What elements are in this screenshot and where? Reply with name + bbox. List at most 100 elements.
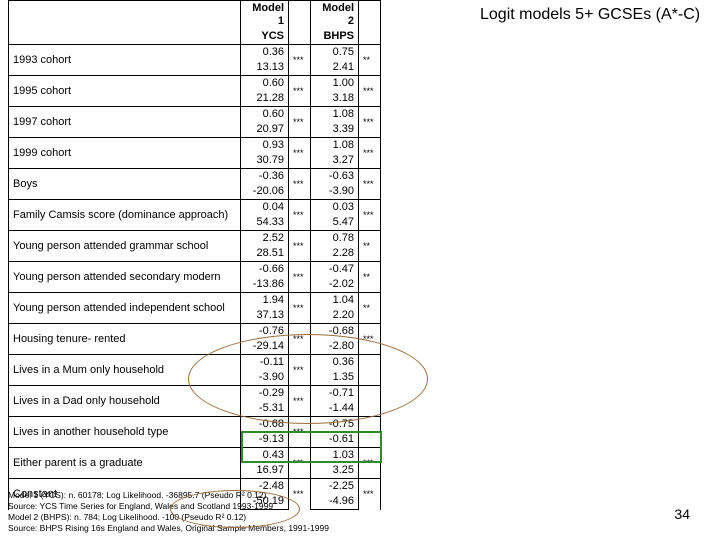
- row-v2: 1.08: [311, 138, 359, 154]
- row-v2: -0.63: [311, 169, 359, 185]
- row-s2: ***: [359, 138, 381, 169]
- row-v2b: -2.02: [311, 277, 359, 293]
- row-v1b: -13.86: [241, 277, 289, 293]
- row-s2: [359, 417, 381, 448]
- row-v1b: 30.79: [241, 153, 289, 169]
- row-label: 1993 cohort: [9, 45, 241, 76]
- row-v1: -0.68: [241, 417, 289, 433]
- row-s1: ***: [289, 293, 311, 324]
- row-v2b: -1.44: [311, 401, 359, 417]
- row-s2: [359, 386, 381, 417]
- row-v1: -0.11: [241, 355, 289, 371]
- row-s2: **: [359, 262, 381, 293]
- row-v1b: -29.14: [241, 339, 289, 355]
- page-number: 34: [674, 506, 690, 522]
- footer-line-3: Model 2 (BHPS): n. 784; Log Likelihood. …: [8, 512, 329, 523]
- row-s2: **: [359, 45, 381, 76]
- row-v1: -0.66: [241, 262, 289, 278]
- row-v2b: 3.39: [311, 122, 359, 138]
- row-s1: ***: [289, 231, 311, 262]
- row-s1: ***: [289, 138, 311, 169]
- row-label: Lives in another household type: [9, 417, 241, 448]
- row-v1b: -9.13: [241, 432, 289, 448]
- row-v2: 1.00: [311, 76, 359, 92]
- row-v1b: 21.28: [241, 91, 289, 107]
- row-label: Lives in a Dad only household: [9, 386, 241, 417]
- row-v2: -0.47: [311, 262, 359, 278]
- row-v2b: 2.28: [311, 246, 359, 262]
- row-s2: **: [359, 231, 381, 262]
- header-model2-b: BHPS: [311, 29, 359, 45]
- row-v1b: -20.06: [241, 184, 289, 200]
- row-label: Either parent is a graduate: [9, 448, 241, 479]
- row-label: 1997 cohort: [9, 107, 241, 138]
- row-v2b: 1.35: [311, 370, 359, 386]
- row-s2: ***: [359, 76, 381, 107]
- header-model1-b: YCS: [241, 29, 289, 45]
- row-v2: -0.71: [311, 386, 359, 402]
- row-v1b: 37.13: [241, 308, 289, 324]
- row-v1b: 20.97: [241, 122, 289, 138]
- row-s1: ***: [289, 386, 311, 417]
- row-v1: -0.36: [241, 169, 289, 185]
- logit-models-table: Model 1 Model 2 YCS BHPS 1993 cohort0.36…: [8, 0, 381, 510]
- row-v1: 2.52: [241, 231, 289, 247]
- header-model1-a: Model 1: [241, 1, 289, 30]
- row-label: Boys: [9, 169, 241, 200]
- row-v2: 1.08: [311, 107, 359, 123]
- row-v2: 0.03: [311, 200, 359, 216]
- row-s1: ***: [289, 76, 311, 107]
- row-s2: [359, 355, 381, 386]
- row-s1: ***: [289, 45, 311, 76]
- row-s1: ***: [289, 107, 311, 138]
- row-s2: ***: [359, 324, 381, 355]
- row-v2: -0.75: [311, 417, 359, 433]
- row-label: Young person attended grammar school: [9, 231, 241, 262]
- row-s2: ***: [359, 200, 381, 231]
- row-v2b: 3.25: [311, 463, 359, 479]
- row-v1: 1.94: [241, 293, 289, 309]
- row-label: Lives in a Mum only household: [9, 355, 241, 386]
- row-v2b: -0.61: [311, 432, 359, 448]
- row-v2: 0.36: [311, 355, 359, 371]
- row-s1: ***: [289, 200, 311, 231]
- row-label: 1995 cohort: [9, 76, 241, 107]
- row-v1b: -3.90: [241, 370, 289, 386]
- row-v1: -0.29: [241, 386, 289, 402]
- row-v2: 1.04: [311, 293, 359, 309]
- row-s2: ***: [359, 479, 381, 510]
- row-s1: ***: [289, 324, 311, 355]
- row-s2: ***: [359, 169, 381, 200]
- row-v2b: 3.18: [311, 91, 359, 107]
- footer-notes: Model 1 (YCS): n. 60178; Log Likelihood.…: [8, 490, 329, 534]
- header-sig1: [289, 1, 311, 45]
- row-v2: -0.68: [311, 324, 359, 340]
- row-label: Family Camsis score (dominance approach): [9, 200, 241, 231]
- row-s1: ***: [289, 169, 311, 200]
- row-v2: 1.03: [311, 448, 359, 464]
- row-v2b: -3.90: [311, 184, 359, 200]
- row-s2: ***: [359, 107, 381, 138]
- page-title: Logit models 5+ GCSEs (A*-C): [480, 6, 700, 24]
- row-s1: ***: [289, 262, 311, 293]
- footer-line-4: Source: BHPS Rising 16s England and Wale…: [8, 523, 329, 534]
- row-s1: ***: [289, 355, 311, 386]
- row-s2: **: [359, 293, 381, 324]
- row-v1: 0.04: [241, 200, 289, 216]
- row-label: Young person attended secondary modern: [9, 262, 241, 293]
- row-s1: ***: [289, 448, 311, 479]
- row-v2b: 5.47: [311, 215, 359, 231]
- row-s1: ***: [289, 417, 311, 448]
- row-v1: 0.36: [241, 45, 289, 61]
- row-s2: ***: [359, 448, 381, 479]
- header-blank: [9, 1, 241, 45]
- row-v1b: 16.97: [241, 463, 289, 479]
- row-v2b: 2.20: [311, 308, 359, 324]
- header-sig2: [359, 1, 381, 45]
- row-v1b: 54.33: [241, 215, 289, 231]
- row-label: Young person attended independent school: [9, 293, 241, 324]
- row-v1b: 28.51: [241, 246, 289, 262]
- row-v2b: 3.27: [311, 153, 359, 169]
- row-v1: -0.76: [241, 324, 289, 340]
- row-v2b: 2.41: [311, 60, 359, 76]
